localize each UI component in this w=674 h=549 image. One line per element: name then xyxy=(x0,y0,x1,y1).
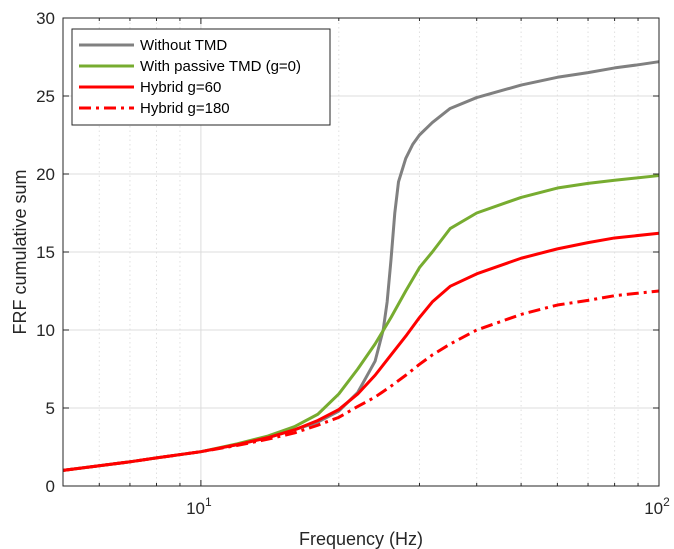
legend-entry: With passive TMD (g=0) xyxy=(140,58,301,75)
legend-entry: Hybrid g=60 xyxy=(140,79,221,96)
series-line-4 xyxy=(62,289,660,472)
axis-ticks: 0 5 10 15 20 25 30 101 102 xyxy=(36,9,670,518)
legend-entry: Without TMD xyxy=(140,37,227,54)
legend-entry: Hybrid g=180 xyxy=(140,100,230,117)
x-axis-label: Frequency (Hz) xyxy=(299,529,423,549)
y-tick-label: 10 xyxy=(36,321,55,340)
series-lines xyxy=(62,60,660,472)
y-tick-label: 20 xyxy=(36,165,55,184)
series-line-3 xyxy=(62,231,660,472)
y-tick-label: 30 xyxy=(36,9,55,28)
y-tick-label: 5 xyxy=(46,399,55,418)
y-tick-label: 15 xyxy=(36,243,55,262)
legend: Without TMD With passive TMD (g=0) Hybrid … xyxy=(71,28,331,126)
x-tick-label: 102 xyxy=(644,495,670,518)
x-tick-label: 101 xyxy=(186,495,212,518)
y-tick-label: 0 xyxy=(46,477,55,496)
y-tick-label: 25 xyxy=(36,87,55,106)
y-axis-label: FRF cumulative sum xyxy=(10,169,30,334)
